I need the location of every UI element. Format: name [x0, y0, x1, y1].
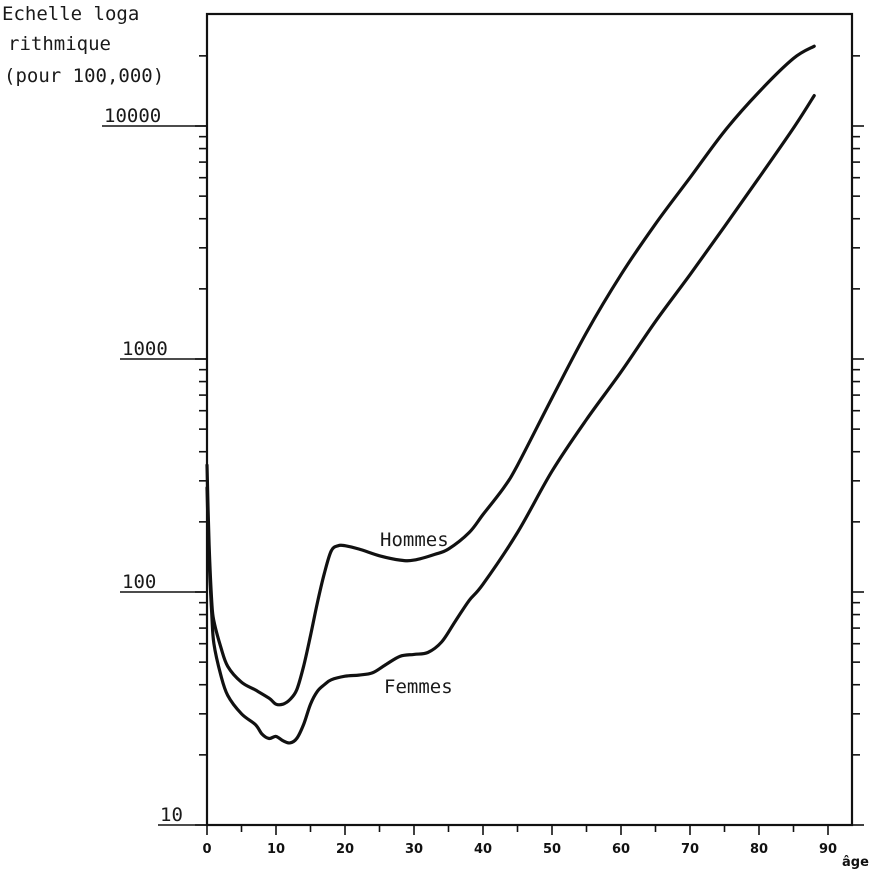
- series-label-femmes: Femmes: [384, 676, 453, 698]
- y-ticks-right: [852, 55, 864, 826]
- x-tick-labels: 0 10 20 30 40 50 60 70 80 90: [202, 842, 837, 857]
- x-tick-label: 90: [819, 842, 837, 857]
- x-tick-label: 0: [202, 842, 211, 857]
- plot-frame: [205, 12, 854, 827]
- y-tick-label: 100: [122, 571, 156, 593]
- series-line-hommes: [205, 44, 816, 707]
- series-lines: [205, 44, 816, 745]
- x-tick-label: 10: [267, 842, 285, 857]
- x-tick-label: 40: [474, 842, 492, 857]
- y-axis-title-line-1: Echelle loga: [2, 3, 139, 25]
- y-axis-title-line-2: rithmique: [8, 33, 111, 55]
- x-tick-label: 50: [543, 842, 561, 857]
- y-ticks-left: [195, 55, 207, 826]
- x-tick-label: 70: [681, 842, 699, 857]
- x-tick-label: 60: [612, 842, 630, 857]
- x-tick-label: 30: [405, 842, 423, 857]
- x-ticks: [206, 825, 829, 835]
- x-tick-label: 20: [336, 842, 354, 857]
- y-axis-title-line-3: (pour 100,000): [4, 65, 164, 87]
- series-line-femmes: [205, 94, 816, 745]
- y-tick-label: 1000: [122, 338, 168, 360]
- y-tick-label: 10000: [104, 105, 161, 127]
- y-tick-label: 10: [160, 804, 183, 826]
- x-axis-title: âge: [842, 855, 869, 870]
- series-label-hommes: Hommes: [380, 529, 449, 551]
- x-tick-label: 80: [750, 842, 768, 857]
- y-tick-labels: 10 100 1000 10000: [102, 105, 207, 826]
